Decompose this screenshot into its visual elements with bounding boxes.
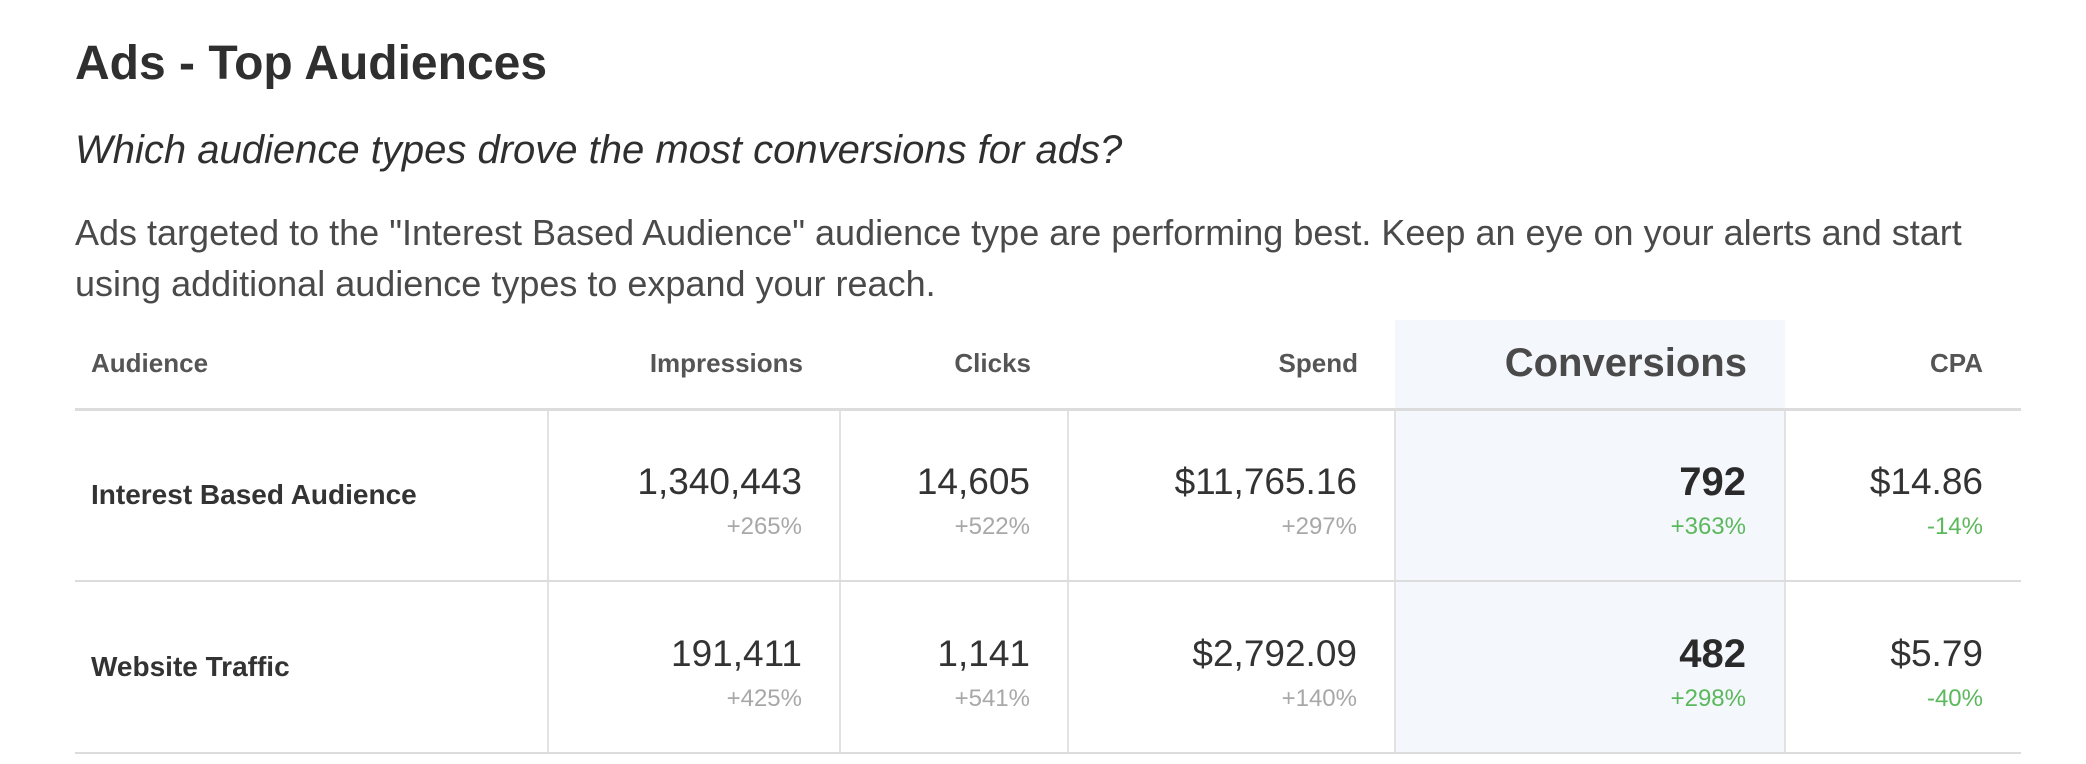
- column-header-cpa: CPA: [1785, 320, 2021, 411]
- table-header-row: Audience Impressions Clicks Spend Conver…: [75, 320, 2021, 411]
- table-row: Website Traffic 191,411 +425% 1,141 +541…: [75, 581, 2021, 754]
- conversions-value: 482: [1679, 632, 1746, 676]
- clicks-change: +541%: [954, 685, 1030, 712]
- spend-value: $11,765.16: [1174, 461, 1357, 503]
- impressions-change: +265%: [726, 513, 802, 541]
- audience-name: Interest Based Audience: [75, 409, 548, 582]
- spend-change: +297%: [1281, 513, 1357, 541]
- spend-value: $2,792.09: [1192, 633, 1357, 674]
- clicks-change: +522%: [954, 513, 1030, 541]
- conversions-change: +363%: [1670, 513, 1746, 541]
- conversions-value: 792: [1679, 460, 1746, 505]
- column-header-conversions: Conversions: [1395, 320, 1785, 411]
- report-summary: Ads targeted to the "Interest Based Audi…: [75, 212, 1962, 304]
- clicks-value: 14,605: [916, 461, 1030, 503]
- column-header-impressions: Impressions: [548, 320, 840, 411]
- impressions-cell: 191,411 +425%: [547, 581, 840, 754]
- audiences-table: Audience Impressions Clicks Spend Conver…: [75, 320, 2021, 754]
- conversions-cell: 792 +363%: [1394, 409, 1785, 582]
- spend-cell: $2,792.09 +140%: [1067, 581, 1395, 754]
- column-header-spend: Spend: [1068, 320, 1395, 411]
- cpa-cell: $5.79 -40%: [1784, 581, 2021, 754]
- impressions-value: 1,340,443: [637, 461, 802, 503]
- spend-change: +140%: [1281, 685, 1357, 712]
- spend-cell: $11,765.16 +297%: [1067, 409, 1395, 582]
- column-header-audience: Audience: [75, 320, 548, 411]
- report-question: Which audience types drove the most conv…: [75, 128, 1123, 172]
- cpa-change: -14%: [1926, 513, 1983, 541]
- cpa-value: $5.79: [1890, 633, 1983, 674]
- conversions-change: +298%: [1670, 685, 1746, 712]
- impressions-change: +425%: [726, 685, 802, 712]
- clicks-value: 1,141: [937, 633, 1030, 674]
- conversions-cell: 482 +298%: [1394, 581, 1785, 754]
- table-row: Interest Based Audience 1,340,443 +265% …: [75, 409, 2021, 582]
- cpa-value: $14.86: [1869, 461, 1983, 503]
- clicks-cell: 1,141 +541%: [839, 581, 1068, 754]
- cpa-change: -40%: [1926, 685, 1983, 712]
- impressions-cell: 1,340,443 +265%: [547, 409, 840, 582]
- impressions-value: 191,411: [671, 633, 802, 674]
- audience-name: Website Traffic: [75, 581, 548, 754]
- page-title: Ads - Top Audiences: [75, 37, 548, 90]
- column-header-clicks: Clicks: [840, 320, 1068, 411]
- clicks-cell: 14,605 +522%: [839, 409, 1068, 582]
- cpa-cell: $14.86 -14%: [1784, 409, 2021, 582]
